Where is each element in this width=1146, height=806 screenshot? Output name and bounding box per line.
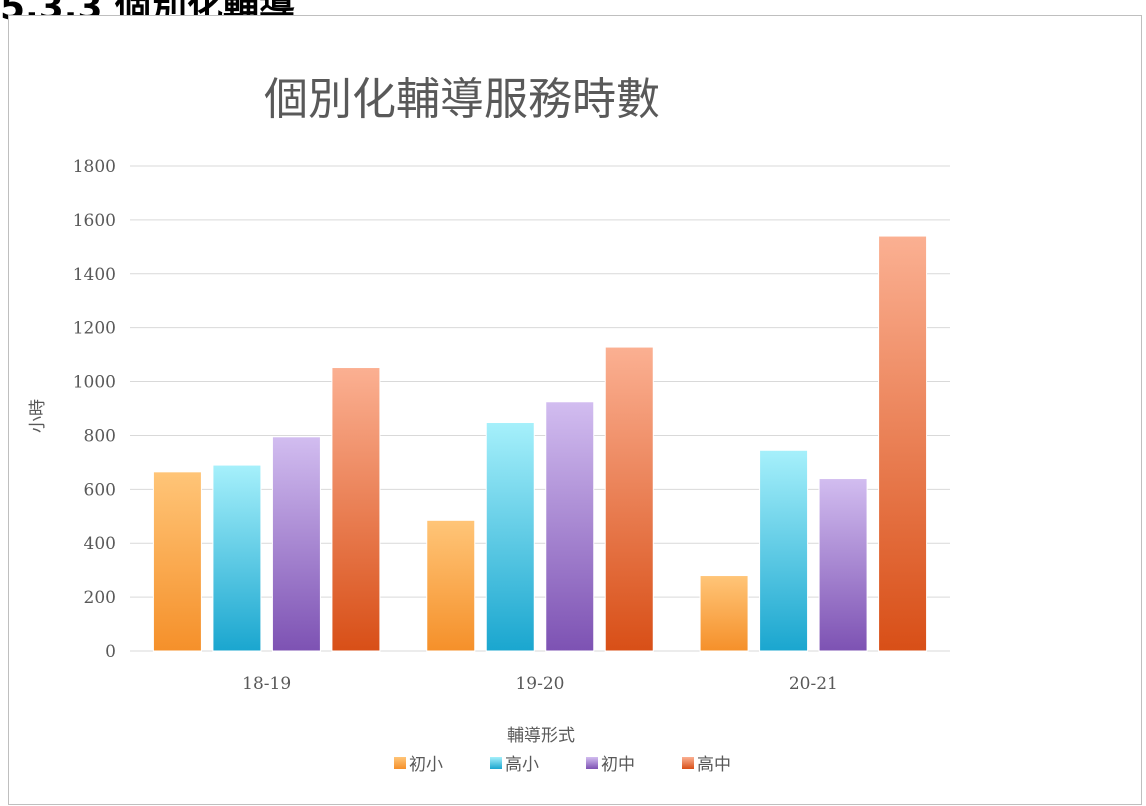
y-tick-label: 800 — [84, 426, 116, 446]
y-tick-label: 600 — [84, 480, 116, 500]
y-tick-label: 1000 — [73, 373, 116, 393]
chart-frame: 個別化輔導服務時數 0 200 400 600 800 1000 1200 1400 1600 1… — [8, 15, 1142, 805]
y-tick-label: 1400 — [73, 265, 116, 285]
y-axis-tick-labels: 0 200 400 600 800 1000 1200 1400 1600 1800 — [73, 157, 116, 662]
bar-chart: 個別化輔導服務時數 0 200 400 600 800 1000 1200 1400 1600 1… — [28, 74, 950, 775]
legend-label: 初中 — [601, 755, 635, 775]
bar — [699, 575, 749, 652]
y-tick-label: 1800 — [73, 157, 116, 177]
legend-label: 高小 — [505, 755, 539, 775]
bar — [426, 519, 476, 652]
x-tick-label: 18-19 — [242, 674, 291, 694]
legend-swatch — [394, 757, 406, 769]
bar — [545, 401, 595, 652]
bar — [818, 478, 868, 652]
y-tick-label: 400 — [84, 534, 116, 554]
bars — [152, 235, 928, 652]
chart-title: 個別化輔導服務時數 — [264, 74, 660, 125]
bar — [271, 436, 321, 652]
bar — [759, 449, 809, 652]
legend: 初小 高小 初中 高中 — [394, 755, 731, 775]
x-axis-title: 輔導形式 — [507, 726, 575, 746]
x-axis-tick-labels: 18-19 19-20 20-21 — [242, 674, 838, 694]
legend-swatch — [490, 757, 502, 769]
bar — [152, 471, 202, 652]
y-axis-title: 小時 — [28, 399, 48, 433]
legend-swatch — [682, 757, 694, 769]
y-tick-label: 1600 — [73, 211, 116, 231]
y-tick-label: 1200 — [73, 319, 116, 339]
bar — [485, 422, 535, 652]
x-tick-label: 20-21 — [789, 674, 838, 694]
bar — [604, 346, 654, 652]
legend-label: 初小 — [409, 755, 443, 775]
legend-swatch — [586, 757, 598, 769]
x-tick-label: 19-20 — [515, 674, 564, 694]
y-tick-label: 0 — [105, 642, 116, 662]
bar — [878, 235, 928, 652]
bar — [331, 367, 381, 652]
legend-label: 高中 — [697, 755, 731, 775]
bar — [212, 464, 262, 652]
y-tick-label: 200 — [84, 588, 116, 608]
gridlines — [130, 165, 950, 652]
